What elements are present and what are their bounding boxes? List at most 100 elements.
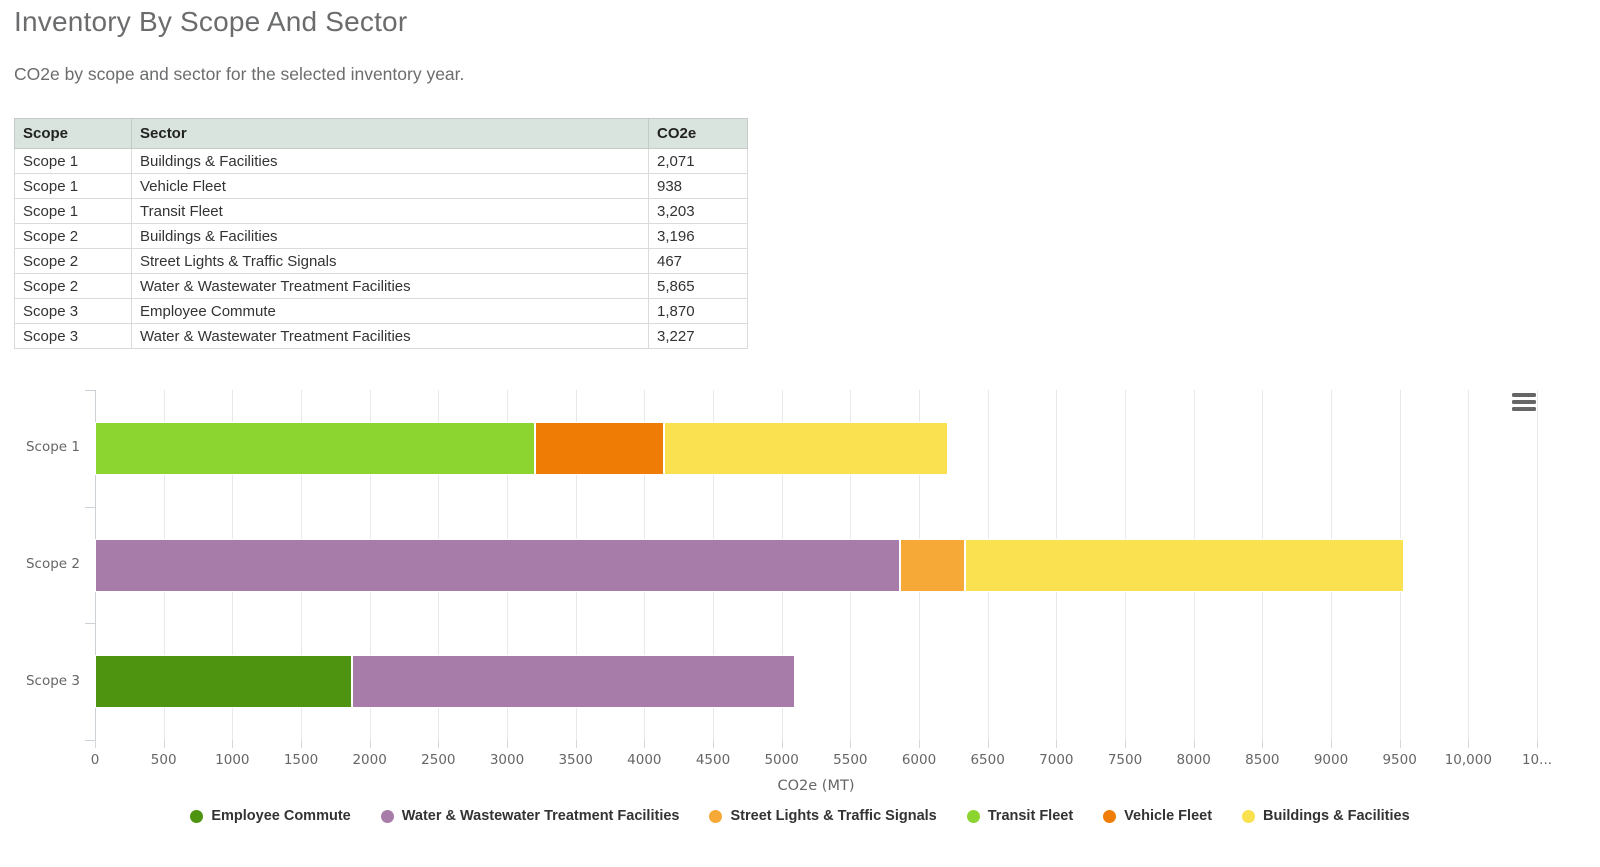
bar-segment-transit-fleet[interactable] <box>95 421 535 475</box>
x-tick-label: 8500 <box>1245 752 1280 768</box>
x-tick-label: 3500 <box>558 752 593 768</box>
x-tick-label: 2000 <box>352 752 387 768</box>
y-axis-tick <box>85 623 95 625</box>
table-cell: Transit Fleet <box>131 198 649 224</box>
x-tick-label: 4000 <box>627 752 662 768</box>
x-tick-label: 9500 <box>1382 752 1417 768</box>
x-axis-tick <box>163 740 165 748</box>
x-tick-label: 6000 <box>901 752 937 768</box>
table-cell: Scope 3 <box>14 323 132 349</box>
legend-label: Vehicle Fleet <box>1124 808 1213 824</box>
table-row: Scope 1 Buildings & Facilities 2,071 <box>14 148 748 174</box>
bar-segment-street-lights-traffic-signals[interactable] <box>900 538 965 592</box>
table-cell: Street Lights & Traffic Signals <box>131 248 649 274</box>
table-cell: Scope 2 <box>14 273 132 299</box>
legend-label: Transit Fleet <box>987 808 1074 824</box>
legend-item-buildings-facilities[interactable]: Buildings & Facilities <box>1242 808 1410 824</box>
y-axis-tick <box>85 506 95 508</box>
x-axis-tick <box>1193 740 1195 748</box>
legend-item-transit-fleet[interactable]: Transit Fleet <box>966 808 1074 824</box>
table-cell: Buildings & Facilities <box>131 223 649 249</box>
table-cell: 467 <box>648 248 748 274</box>
bar-segment-buildings-facilities[interactable] <box>964 538 1404 592</box>
x-axis-tick <box>232 740 234 748</box>
bar-segment-buildings-facilities[interactable] <box>663 421 949 475</box>
table-row: Scope 1 Transit Fleet 3,203 <box>14 198 748 224</box>
legend-label: Water & Wastewater Treatment Facilities <box>401 808 680 824</box>
table-cell: Scope 1 <box>14 173 132 199</box>
x-axis-tick <box>919 740 920 748</box>
table-row: Scope 3 Employee Commute 1,870 <box>14 298 748 324</box>
x-axis-tick <box>1468 740 1470 748</box>
legend-item-street-lights-traffic-signals[interactable]: Street Lights & Traffic Signals <box>709 808 937 824</box>
x-axis-tick <box>1537 740 1538 748</box>
x-axis-tick <box>1331 740 1332 748</box>
gridline <box>1468 390 1470 740</box>
x-axis-tick <box>507 740 508 748</box>
x-axis-tick <box>850 740 852 748</box>
bar-scope-3 <box>95 655 1537 709</box>
table-cell: Scope 2 <box>14 248 132 274</box>
table-cell: Scope 3 <box>14 298 132 324</box>
table-header-row: Scope Sector CO2e <box>14 118 748 149</box>
legend-label: Employee Commute <box>211 808 351 824</box>
x-axis-tick <box>987 740 989 748</box>
x-tick-label: 5000 <box>764 752 799 768</box>
table-row: Scope 2 Street Lights & Traffic Signals 46… <box>14 248 748 274</box>
y-axis-category-label: Scope 1 <box>25 439 80 456</box>
x-tick-label: 6500 <box>970 752 1005 768</box>
y-axis-tick <box>85 740 95 741</box>
page-title: Inventory By Scope And Sector <box>14 6 408 37</box>
legend-marker-icon <box>380 809 394 823</box>
bar-segment-vehicle-fleet[interactable] <box>534 421 664 475</box>
hamburger-icon <box>1512 393 1536 411</box>
bar-scope-2 <box>95 538 1537 592</box>
x-axis-tick <box>781 740 783 748</box>
y-axis-category-label: Scope 3 <box>25 672 80 689</box>
x-tick-label: 7000 <box>1039 752 1074 768</box>
x-axis-tick <box>438 740 440 748</box>
x-axis-tick <box>1262 740 1264 748</box>
legend-marker-icon <box>966 809 980 823</box>
x-tick-label: 3000 <box>489 752 525 768</box>
x-tick-label: 8000 <box>1176 752 1211 768</box>
legend-marker-icon <box>1242 809 1256 823</box>
chart-context-menu-button[interactable] <box>1506 388 1542 416</box>
x-tick-label: 4500 <box>695 752 731 768</box>
table-cell: Scope 2 <box>14 223 132 249</box>
legend-item-vehicle-fleet[interactable]: Vehicle Fleet <box>1103 808 1212 824</box>
x-tick-label: 5500 <box>833 752 868 768</box>
x-tick-label: 2500 <box>421 752 456 768</box>
legend-item-water-wastewater-treatment-facilities[interactable]: Water & Wastewater Treatment Facilities <box>380 808 680 824</box>
x-axis-tick <box>1125 740 1126 748</box>
legend-item-employee-commute[interactable]: Employee Commute <box>190 808 351 824</box>
x-tick-label: 0 <box>90 752 100 768</box>
table-header-cell: Scope <box>14 118 132 149</box>
x-axis-tick <box>713 740 714 748</box>
table-cell: Water & Wastewater Treatment Facilities <box>131 273 649 299</box>
x-tick-label: 500 <box>150 752 177 768</box>
table-header-cell: CO2e <box>648 118 748 149</box>
legend-marker-icon <box>709 809 723 823</box>
table-row: Scope 2 Buildings & Facilities 3,196 <box>14 223 748 249</box>
table-cell: 1,870 <box>648 298 748 324</box>
chart-legend: Employee Commute Water & Wastewater Treat… <box>0 808 1600 824</box>
table-cell: Scope 1 <box>14 148 132 174</box>
legend-label: Street Lights & Traffic Signals <box>730 808 937 824</box>
table-cell: 3,196 <box>648 223 748 249</box>
table-cell: 3,227 <box>648 323 748 349</box>
x-tick-label: 9000 <box>1313 752 1349 768</box>
x-tick-label: 7500 <box>1107 752 1143 768</box>
page-subtitle: CO2e by scope and sector for the selecte… <box>14 64 465 84</box>
bar-segment-water-wastewater-treatment-facilities[interactable] <box>95 538 901 592</box>
y-axis-tick <box>85 390 95 391</box>
legend-marker-icon <box>1103 809 1117 823</box>
bar-segment-water-wastewater-treatment-facilities[interactable] <box>351 655 795 709</box>
table-cell: Employee Commute <box>131 298 649 324</box>
x-axis-tick <box>1399 740 1401 748</box>
table-row: Scope 2 Water & Wastewater Treatment Faci… <box>14 273 748 299</box>
x-tick-label: 10,000 <box>1444 752 1492 768</box>
bar-segment-employee-commute[interactable] <box>95 655 352 709</box>
